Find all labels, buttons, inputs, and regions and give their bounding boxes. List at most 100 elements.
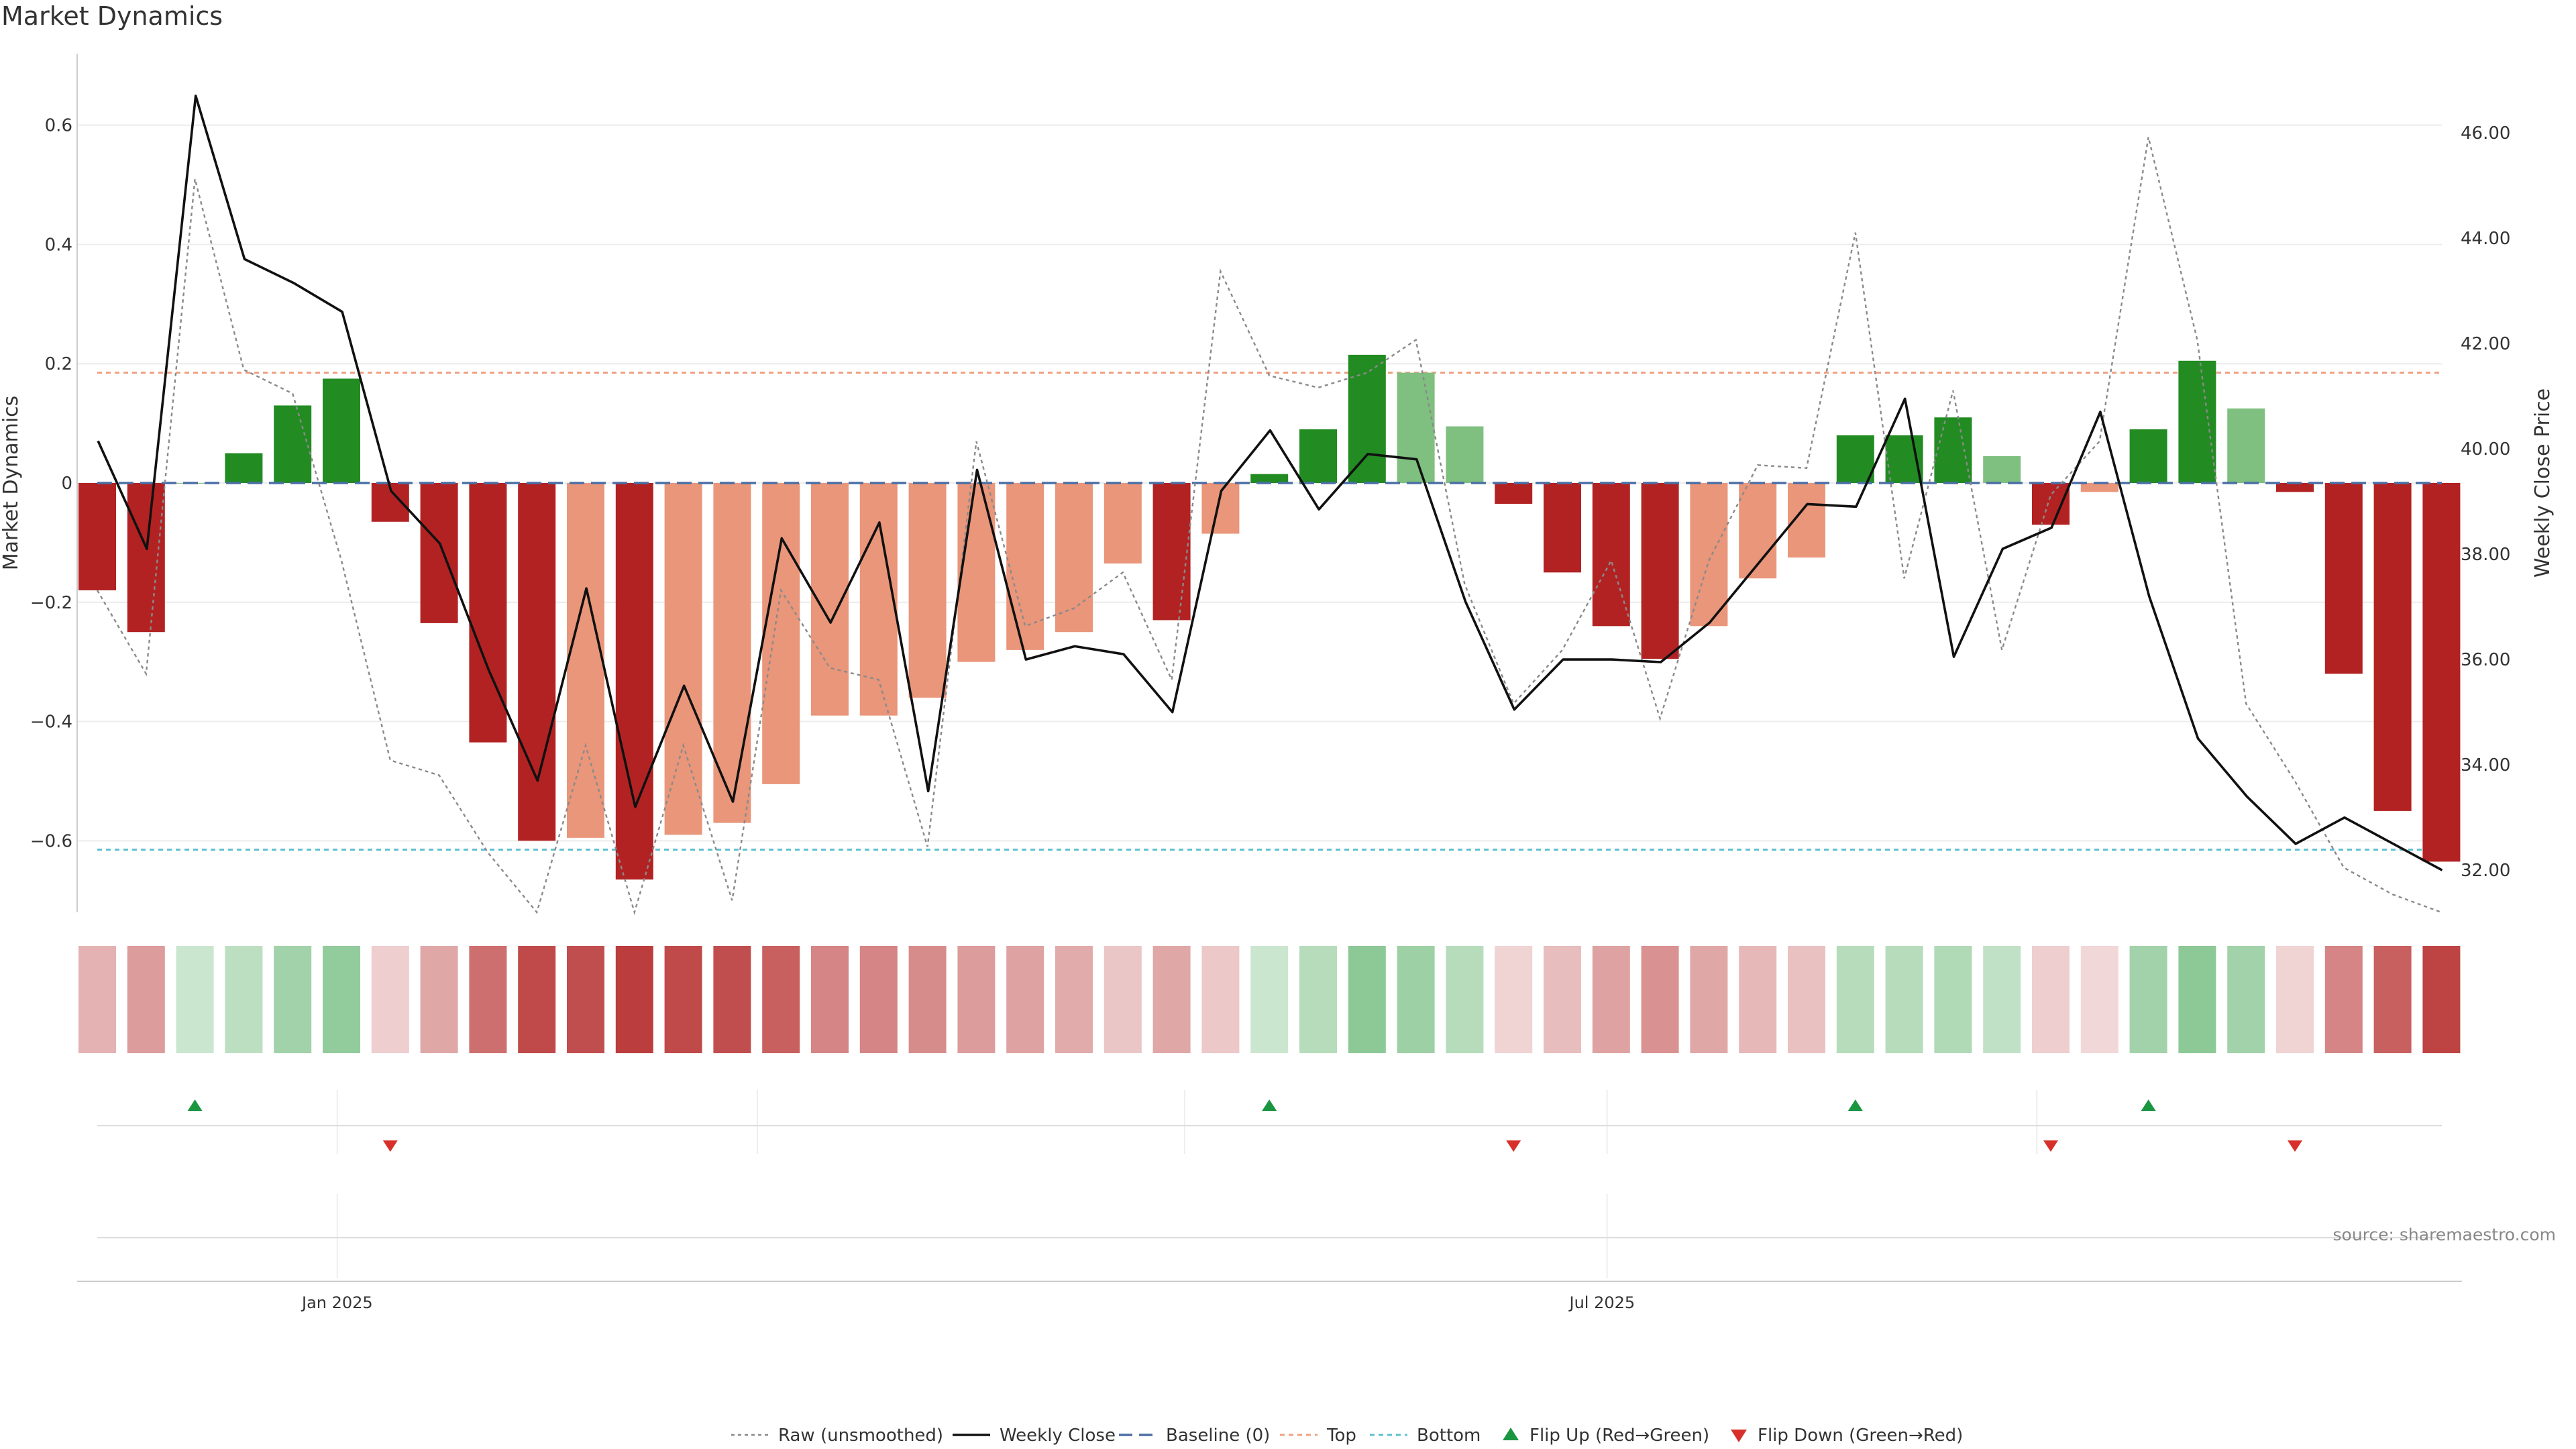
y-tick-label-right: 32.00 [2461, 861, 2510, 881]
y-tick-label-left: 0.4 [45, 235, 72, 255]
heat-cell [615, 946, 653, 1053]
heat-cell [1592, 946, 1630, 1053]
empty-panel: Jan 2025 Jul 2025 [77, 1194, 2462, 1312]
heat-cell [1250, 946, 1289, 1053]
x-tick-label: Jul 2025 [1568, 1293, 1635, 1312]
dynamics-bar [2032, 483, 2070, 525]
legend-label: Baseline (0) [1166, 1426, 1270, 1446]
dynamics-bar [1641, 483, 1679, 659]
flip-up-marker [1262, 1099, 1277, 1111]
heat-cell [1544, 946, 1581, 1053]
dynamics-bar [2324, 483, 2363, 674]
heat-cell [274, 946, 312, 1053]
dynamics-bar [274, 405, 312, 483]
heat-cell [1641, 946, 1679, 1053]
dynamics-bar [323, 378, 360, 483]
legend-label: Flip Down (Green→Red) [1758, 1426, 1963, 1446]
heat-cell [811, 946, 849, 1053]
heat-cell [1934, 946, 1972, 1053]
heat-cell [1348, 946, 1386, 1053]
dynamics-bar [469, 483, 507, 743]
legend-item-raw: Raw (unsmoothed) [731, 1426, 943, 1446]
y-tick-label-right: 46.00 [2461, 123, 2510, 144]
heat-cell [1836, 946, 1874, 1053]
y-tick-label-left: 0.6 [45, 116, 72, 136]
heat-cell [762, 946, 800, 1053]
legend: Raw (unsmoothed) Weekly Close Baseline (0)… [731, 1426, 1963, 1446]
dynamics-bar [518, 483, 556, 841]
y-tick-label-left: 0 [61, 474, 72, 494]
heat-cell [1788, 946, 1825, 1053]
flip-down-marker [2288, 1140, 2302, 1152]
dynamics-bar [1152, 483, 1191, 621]
legend-label: Top [1326, 1426, 1356, 1446]
heat-cell [1299, 946, 1337, 1053]
dynamics-bar [957, 483, 996, 662]
dynamics-bar [420, 483, 458, 623]
dynamics-bar [615, 483, 653, 880]
dynamics-bar [1446, 426, 1484, 483]
dynamics-bar [2373, 483, 2412, 811]
heat-cell [908, 946, 947, 1053]
y-tick-label-left: −0.4 [30, 712, 72, 733]
heat-cell [1495, 946, 1533, 1053]
heat-cell [1885, 946, 1923, 1053]
dynamics-bar [908, 483, 947, 698]
dynamics-bar [1006, 483, 1044, 650]
bar-series [78, 354, 2461, 880]
heat-cell [78, 946, 116, 1053]
y-tick-label-right: 40.00 [2461, 439, 2510, 460]
legend-item-top: Top [1280, 1426, 1356, 1446]
heat-cell [518, 946, 556, 1053]
y-tick-label-right: 44.00 [2461, 229, 2510, 249]
dynamics-bar [713, 483, 751, 823]
dynamics-bar [78, 483, 116, 590]
y-axis-title-right: Weekly Close Price [2531, 388, 2555, 578]
dynamics-bar [1836, 435, 1874, 483]
dynamics-bar [2129, 429, 2167, 483]
flip-markers-panel [97, 1090, 2442, 1154]
heat-cell [1739, 946, 1777, 1053]
legend-flip-up-swatch [1503, 1428, 1519, 1440]
dynamics-bar [2178, 360, 2216, 483]
flip-down-marker [1506, 1140, 1521, 1152]
heat-cell [2080, 946, 2118, 1053]
dynamics-bar [2276, 483, 2314, 492]
legend-label: Raw (unsmoothed) [778, 1426, 943, 1446]
dynamics-bar [1983, 456, 2021, 483]
legend-item-close: Weekly Close [953, 1426, 1116, 1446]
dynamics-bar [664, 483, 702, 835]
heat-cell [859, 946, 898, 1053]
legend-item-flipup: Flip Up (Red→Green) [1503, 1426, 1709, 1446]
dynamics-bar [567, 483, 604, 838]
heat-cell [2324, 946, 2363, 1053]
dynamics-bar [1592, 483, 1630, 627]
y-tick-label-right: 38.00 [2461, 545, 2510, 565]
y-axis-title-left: Market Dynamics [0, 396, 23, 571]
legend-label: Weekly Close [1000, 1426, 1116, 1446]
flip-up-marker [2141, 1099, 2156, 1111]
dynamics-bar [1299, 429, 1337, 483]
axes-layer: 0.6 0.4 0.2 0 −0.2 −0.4 −0.6 46.00 44.00 42.00 40.… [0, 54, 2555, 912]
dynamics-bar [1397, 372, 1435, 483]
y-tick-label-left: −0.6 [30, 831, 72, 851]
heat-cell [127, 946, 165, 1053]
dynamics-bar [1544, 483, 1581, 573]
raw-unsmoothed-line [96, 137, 2442, 916]
heat-cell [1104, 946, 1142, 1053]
y-tick-label-left: −0.2 [30, 593, 72, 613]
heat-cell [469, 946, 507, 1053]
heat-strip [78, 946, 2461, 1053]
dynamics-bar [1055, 483, 1093, 633]
heat-cell [2373, 946, 2412, 1053]
heat-cell [1152, 946, 1191, 1053]
heat-cell [2422, 946, 2461, 1053]
heat-cell [1201, 946, 1240, 1053]
heat-cell [2227, 946, 2265, 1053]
legend-item-bottom: Bottom [1370, 1426, 1481, 1446]
heat-cell [2129, 946, 2167, 1053]
legend-label: Bottom [1417, 1426, 1481, 1446]
heat-cell [664, 946, 702, 1053]
dynamics-bar [1348, 354, 1386, 483]
x-tick-label: Jan 2025 [301, 1293, 373, 1312]
